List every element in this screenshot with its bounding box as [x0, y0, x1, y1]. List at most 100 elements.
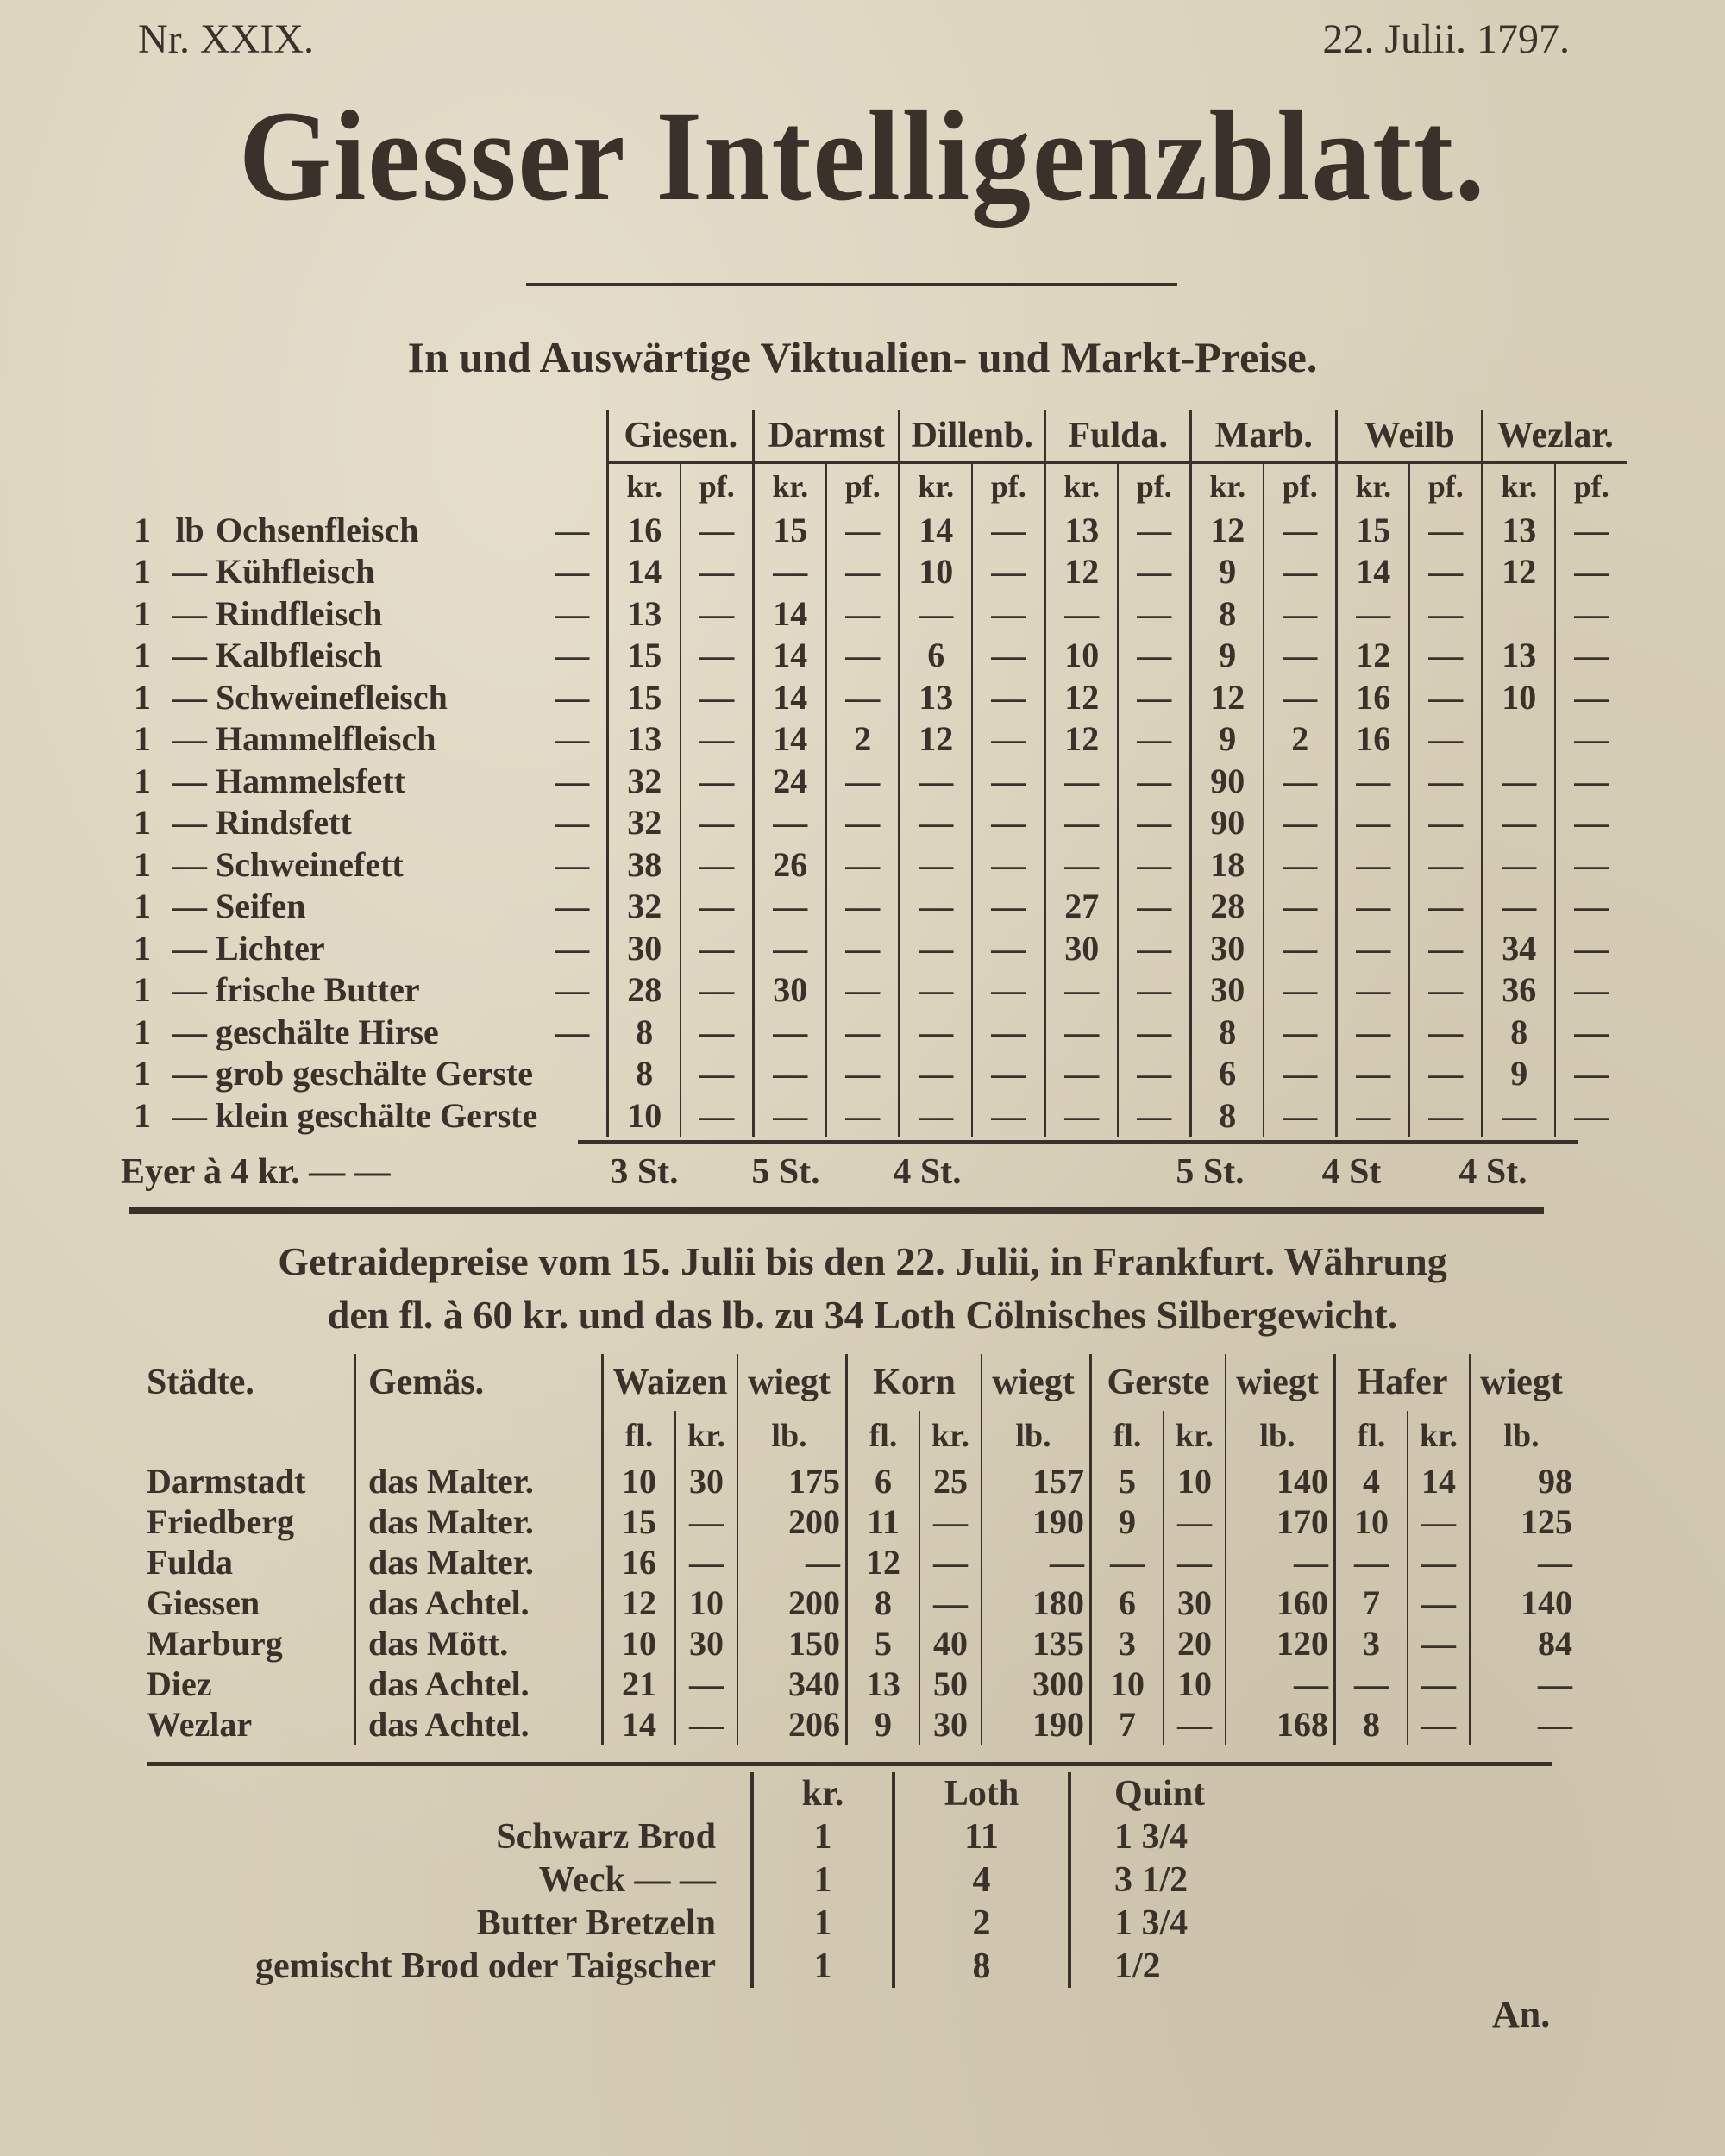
- weight-lb: —: [1469, 1542, 1578, 1583]
- col-loth: Loth: [892, 1772, 1070, 1815]
- price-kr: 36: [1481, 968, 1556, 1011]
- price-pf: —: [825, 760, 900, 802]
- price-pf: —: [1554, 676, 1628, 718]
- price-pf: —: [971, 509, 1045, 551]
- price-kr: 10: [1044, 634, 1119, 676]
- table-row: 1 lb Ochsenfleisch —16—15—14—13—12—15—13—: [121, 509, 1628, 551]
- table-row: Friedberg das Malter. 15—200 11—190 9—170 10—…: [147, 1501, 1578, 1542]
- table-row: 1— Lichter —30— — — — —30—30— — —34—: [121, 927, 1628, 969]
- price-kr: 12: [898, 718, 973, 760]
- price-kr: —: [1335, 843, 1410, 886]
- price-pf: —: [1263, 968, 1337, 1011]
- price-kr: —: [898, 760, 973, 802]
- table-row: Marburg das Mött. 10 30 150 5 40 135 3 20 120 3—84: [147, 1623, 1578, 1664]
- price-kr: —: [674, 1704, 737, 1745]
- quantity: 1: [134, 1054, 151, 1094]
- price-pf: —: [971, 843, 1045, 886]
- price-pf: —: [1554, 592, 1628, 635]
- unit-pf: pf.: [971, 462, 1045, 509]
- unit: —: [172, 719, 207, 759]
- price-fl: 6: [1089, 1583, 1164, 1623]
- price-pf: —: [1263, 509, 1337, 551]
- price-pf: —: [1263, 760, 1337, 802]
- eggs-count: 4 St.: [1458, 1152, 1527, 1192]
- price-kr: 13: [606, 592, 681, 635]
- price-pf: —: [1117, 676, 1191, 718]
- quantity: 1: [134, 1012, 151, 1051]
- cell: [216, 463, 537, 510]
- item-name: Lichter: [216, 928, 325, 968]
- catchword: An.: [1492, 1993, 1551, 2035]
- item-name: Kalbfleisch: [216, 636, 383, 675]
- table-row: Giessen das Achtel. 12 10 200 8—180 6 30 160 7—14…: [147, 1583, 1578, 1623]
- price-pf: —: [971, 1052, 1045, 1094]
- market-prices-table: Giesen. Darmst Dillenb. Fulda. Marb. Weilb Wez…: [121, 410, 1628, 1137]
- price-pf: —: [971, 968, 1045, 1011]
- quantity: 1: [134, 761, 151, 800]
- quantity: 1: [134, 636, 151, 675]
- table-row: gemischt Brod oder Taigscher 1 8 1/2: [207, 1945, 1287, 1988]
- price-fl: 15: [601, 1501, 675, 1542]
- price-pf: —: [825, 1094, 900, 1137]
- unit-kr: kr.: [919, 1411, 982, 1461]
- city-header: Dillenb.: [898, 410, 1045, 464]
- col-quint: Quint: [1068, 1772, 1287, 1815]
- bread-prices-table: kr. Loth Quint Schwarz Brod 1 11 1 3/4 Weck — —…: [207, 1772, 1287, 1988]
- price-fl: 12: [601, 1583, 675, 1623]
- price-kr: —: [674, 1664, 737, 1704]
- weight-lb: —: [1469, 1704, 1578, 1745]
- dash: [537, 1094, 608, 1137]
- price-pf: —: [1263, 550, 1337, 592]
- dash: —: [555, 510, 590, 549]
- price-pf: —: [680, 1052, 754, 1094]
- price-pf: —: [680, 592, 754, 635]
- weight-quint: 1 3/4: [1068, 1815, 1287, 1858]
- eggs-row: Eyer à 4 kr. — — 3 St. 5 St. 4 St. 5 St. 4 St…: [121, 1151, 1564, 1193]
- price-pf: —: [1117, 718, 1191, 760]
- unit: —: [172, 803, 207, 843]
- eggs-count: 4 St.: [893, 1152, 962, 1192]
- table-row: Diez das Achtel. 21—340 13 50 300 10 10— — — —: [147, 1664, 1578, 1704]
- price-kr: —: [1407, 1501, 1470, 1542]
- price-pf: —: [1554, 1011, 1628, 1053]
- dash: —: [555, 887, 590, 926]
- unit: —: [172, 677, 207, 717]
- table-row: 1— Hammelfleisch —13—14 2 12—12—9 2 16— —: [121, 718, 1628, 760]
- price-kr: —: [1335, 801, 1410, 843]
- table-row: Wezlar das Achtel. 14—206 9 30 190 7—168 8— —: [147, 1704, 1578, 1745]
- price-kr: 50: [919, 1664, 982, 1704]
- price-pf: —: [1408, 1011, 1483, 1053]
- weight-lb: 98: [1469, 1461, 1578, 1501]
- unit-kr: kr.: [752, 462, 827, 509]
- weight-lb: —: [1225, 1664, 1335, 1704]
- item-name: Butter Bretzeln: [476, 1903, 716, 1943]
- table-row: 1— klein geschälte Gerste 10— — — — — — —8— — — — —: [121, 1094, 1628, 1137]
- price-pf: —: [971, 592, 1045, 635]
- unit-kr: kr.: [1481, 462, 1556, 509]
- dash: —: [555, 844, 590, 884]
- unit-kr: kr.: [1335, 462, 1410, 509]
- unit-kr: kr.: [1163, 1411, 1226, 1461]
- weight-lb: 190: [981, 1501, 1091, 1542]
- price-kr: 1: [750, 1858, 894, 1902]
- divider: [129, 1207, 1544, 1214]
- price-kr: 16: [606, 509, 681, 551]
- unit: —: [172, 636, 207, 675]
- price-pf: —: [1554, 509, 1628, 551]
- price-pf: 2: [1263, 718, 1337, 760]
- price-fl: 10: [601, 1461, 675, 1501]
- city-header: Darmst: [752, 410, 900, 464]
- price-kr: 6: [1189, 1052, 1264, 1094]
- unit-fl: fl.: [1089, 1411, 1164, 1461]
- table-row: 1— Rindsfett —32— — — — — — —90— — — — —: [121, 801, 1628, 843]
- price-pf: —: [971, 801, 1045, 843]
- price-pf: —: [825, 550, 900, 592]
- table-row: Fulda das Malter. 16— —12— — — — — — — —: [147, 1542, 1578, 1583]
- price-fl: 8: [1333, 1704, 1408, 1745]
- cell: [147, 1411, 355, 1461]
- weighs-header: wiegt: [737, 1354, 847, 1411]
- price-pf: —: [1408, 885, 1483, 927]
- price-pf: —: [1117, 843, 1191, 886]
- quantity: 1: [134, 928, 151, 968]
- price-pf: —: [680, 843, 754, 886]
